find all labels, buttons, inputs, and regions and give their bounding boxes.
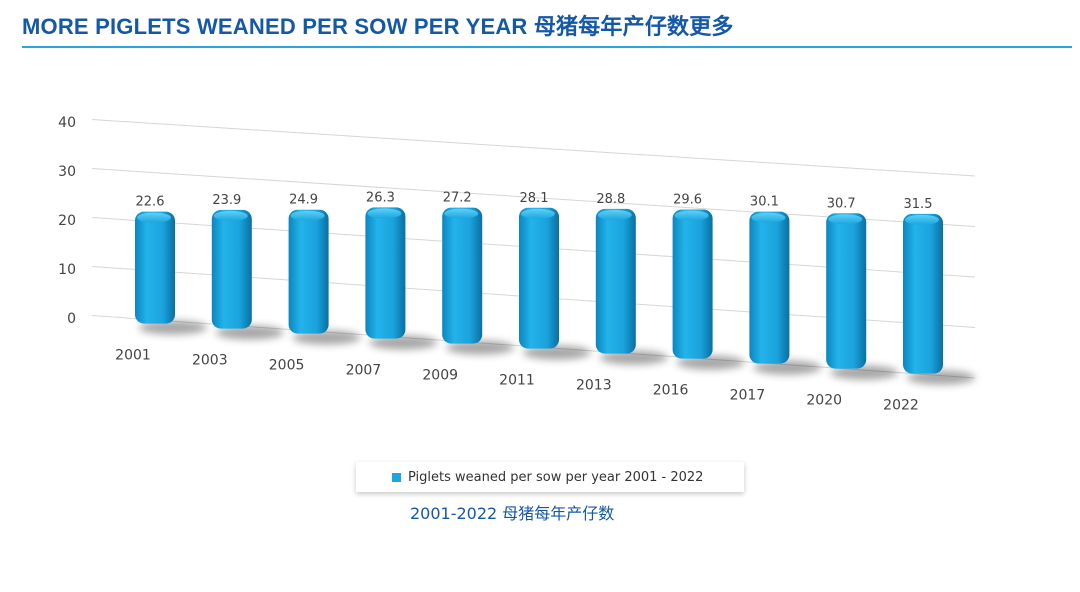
chart-legend: Piglets weaned per sow per year 2001 - 2… <box>356 462 744 492</box>
y-tick-label: 20 <box>58 213 76 229</box>
slide-title: MORE PIGLETS WEANED PER SOW PER YEAR 母猪每… <box>22 14 734 39</box>
legend-swatch <box>392 472 401 482</box>
bar <box>672 209 713 359</box>
y-tick-label: 40 <box>58 115 76 131</box>
bar-top <box>521 208 555 219</box>
x-tick-label: 2009 <box>422 368 458 384</box>
bar-shadow <box>523 345 591 360</box>
data-label: 31.5 <box>904 197 933 212</box>
x-tick-label: 2017 <box>730 388 766 404</box>
data-label: 24.9 <box>289 193 318 208</box>
bar <box>135 211 175 324</box>
title-rule <box>22 46 1072 48</box>
x-tick-label: 2007 <box>346 363 382 379</box>
bar-top <box>367 208 402 219</box>
bar-top <box>213 210 248 221</box>
legend-label: Piglets weaned per sow per year 2001 - 2… <box>408 469 704 485</box>
bar <box>442 207 483 344</box>
data-label: 28.1 <box>520 191 549 206</box>
x-tick-label: 2003 <box>192 353 228 369</box>
bar <box>595 208 636 354</box>
bar-top <box>290 210 325 221</box>
gridline <box>91 168 976 227</box>
data-label: 26.3 <box>366 190 395 205</box>
bar-shadow <box>139 320 207 335</box>
data-label: 30.1 <box>750 195 779 210</box>
bar-shadow <box>292 330 361 345</box>
bar-top <box>674 210 709 221</box>
data-label: 29.6 <box>673 193 702 208</box>
x-tick-label: 2013 <box>576 378 612 394</box>
y-tick-label: 30 <box>58 164 76 180</box>
y-tick-label: 10 <box>58 262 76 278</box>
bar-top <box>828 214 863 225</box>
bar <box>211 209 252 329</box>
bar-shadow <box>215 325 284 340</box>
bar-top <box>137 212 171 223</box>
bar-top <box>597 209 632 220</box>
bar-top <box>444 208 479 219</box>
x-tick-label: 2011 <box>499 373 535 389</box>
bar <box>365 207 406 339</box>
bar-shadow <box>676 355 745 370</box>
bar-shadow <box>753 360 822 375</box>
bar <box>519 207 559 349</box>
bar <box>903 213 943 374</box>
bar-shadow <box>446 340 515 355</box>
data-label: 28.8 <box>596 192 625 207</box>
data-label: 27.2 <box>443 191 472 206</box>
x-tick-label: 2016 <box>653 383 689 399</box>
gridline <box>91 119 976 177</box>
x-tick-label: 2005 <box>269 358 305 374</box>
bar-top <box>751 212 786 223</box>
bar-chart: 0 10 20 30 40 22.6 2001 23.9 2003 24.9 2005 26.3 200… <box>58 115 976 414</box>
bar-shadow <box>369 335 438 350</box>
bar-shadow <box>599 350 668 365</box>
x-tick-label: 2022 <box>883 398 919 414</box>
data-label: 23.9 <box>212 193 241 208</box>
bar-shadow <box>830 365 899 380</box>
bar-shadow <box>907 370 975 385</box>
bar <box>749 211 790 364</box>
x-tick-label: 2020 <box>806 393 842 409</box>
data-label: 22.6 <box>136 195 165 210</box>
y-tick-label: 0 <box>67 311 76 327</box>
data-label: 30.7 <box>827 196 856 211</box>
bar <box>826 213 867 369</box>
chart-caption: 2001-2022 母猪每年产仔数 <box>410 504 615 523</box>
bar <box>288 209 329 334</box>
bar-top <box>905 214 939 225</box>
x-tick-label: 2001 <box>115 348 151 364</box>
